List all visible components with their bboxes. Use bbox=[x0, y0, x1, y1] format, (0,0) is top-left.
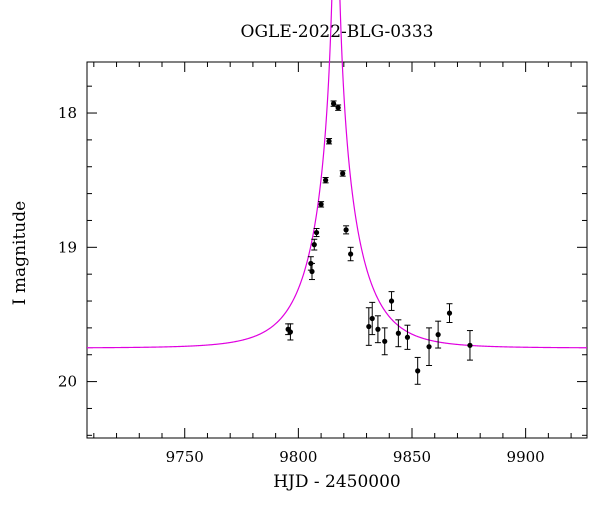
data-point bbox=[311, 242, 317, 248]
chart-title: OGLE-2022-BLG-0333 bbox=[240, 22, 434, 42]
data-point bbox=[366, 323, 372, 330]
data-point bbox=[343, 227, 349, 233]
y-tick-label: 18 bbox=[58, 104, 77, 122]
data-point bbox=[330, 101, 337, 107]
data-point bbox=[435, 332, 441, 338]
y-tick-label: 19 bbox=[58, 238, 77, 256]
data-point bbox=[323, 177, 329, 183]
data-point bbox=[287, 329, 294, 335]
data-point bbox=[395, 330, 401, 336]
data-point bbox=[309, 268, 315, 275]
x-tick-label: 9850 bbox=[393, 448, 431, 466]
data-point bbox=[467, 342, 473, 348]
model-curve bbox=[87, 0, 587, 349]
data-point bbox=[382, 338, 388, 344]
data-point bbox=[318, 201, 324, 207]
data-point bbox=[388, 298, 395, 304]
x-tick-label: 9750 bbox=[166, 448, 204, 466]
data-point bbox=[446, 310, 453, 316]
data-point bbox=[375, 326, 381, 332]
data-point bbox=[326, 138, 332, 144]
data-point bbox=[404, 334, 411, 340]
x-tick-label: 9800 bbox=[279, 448, 317, 466]
data-point bbox=[348, 251, 354, 257]
data-point bbox=[313, 229, 320, 236]
data-point bbox=[369, 315, 375, 322]
data-point bbox=[335, 105, 341, 111]
x-axis-label: HJD - 2450000 bbox=[273, 472, 401, 492]
data-point bbox=[426, 344, 432, 350]
data-point bbox=[415, 368, 421, 374]
x-tick-label: 9900 bbox=[507, 448, 545, 466]
y-tick-label: 20 bbox=[58, 373, 77, 391]
data-point bbox=[340, 170, 346, 177]
plot-frame bbox=[86, 61, 588, 439]
